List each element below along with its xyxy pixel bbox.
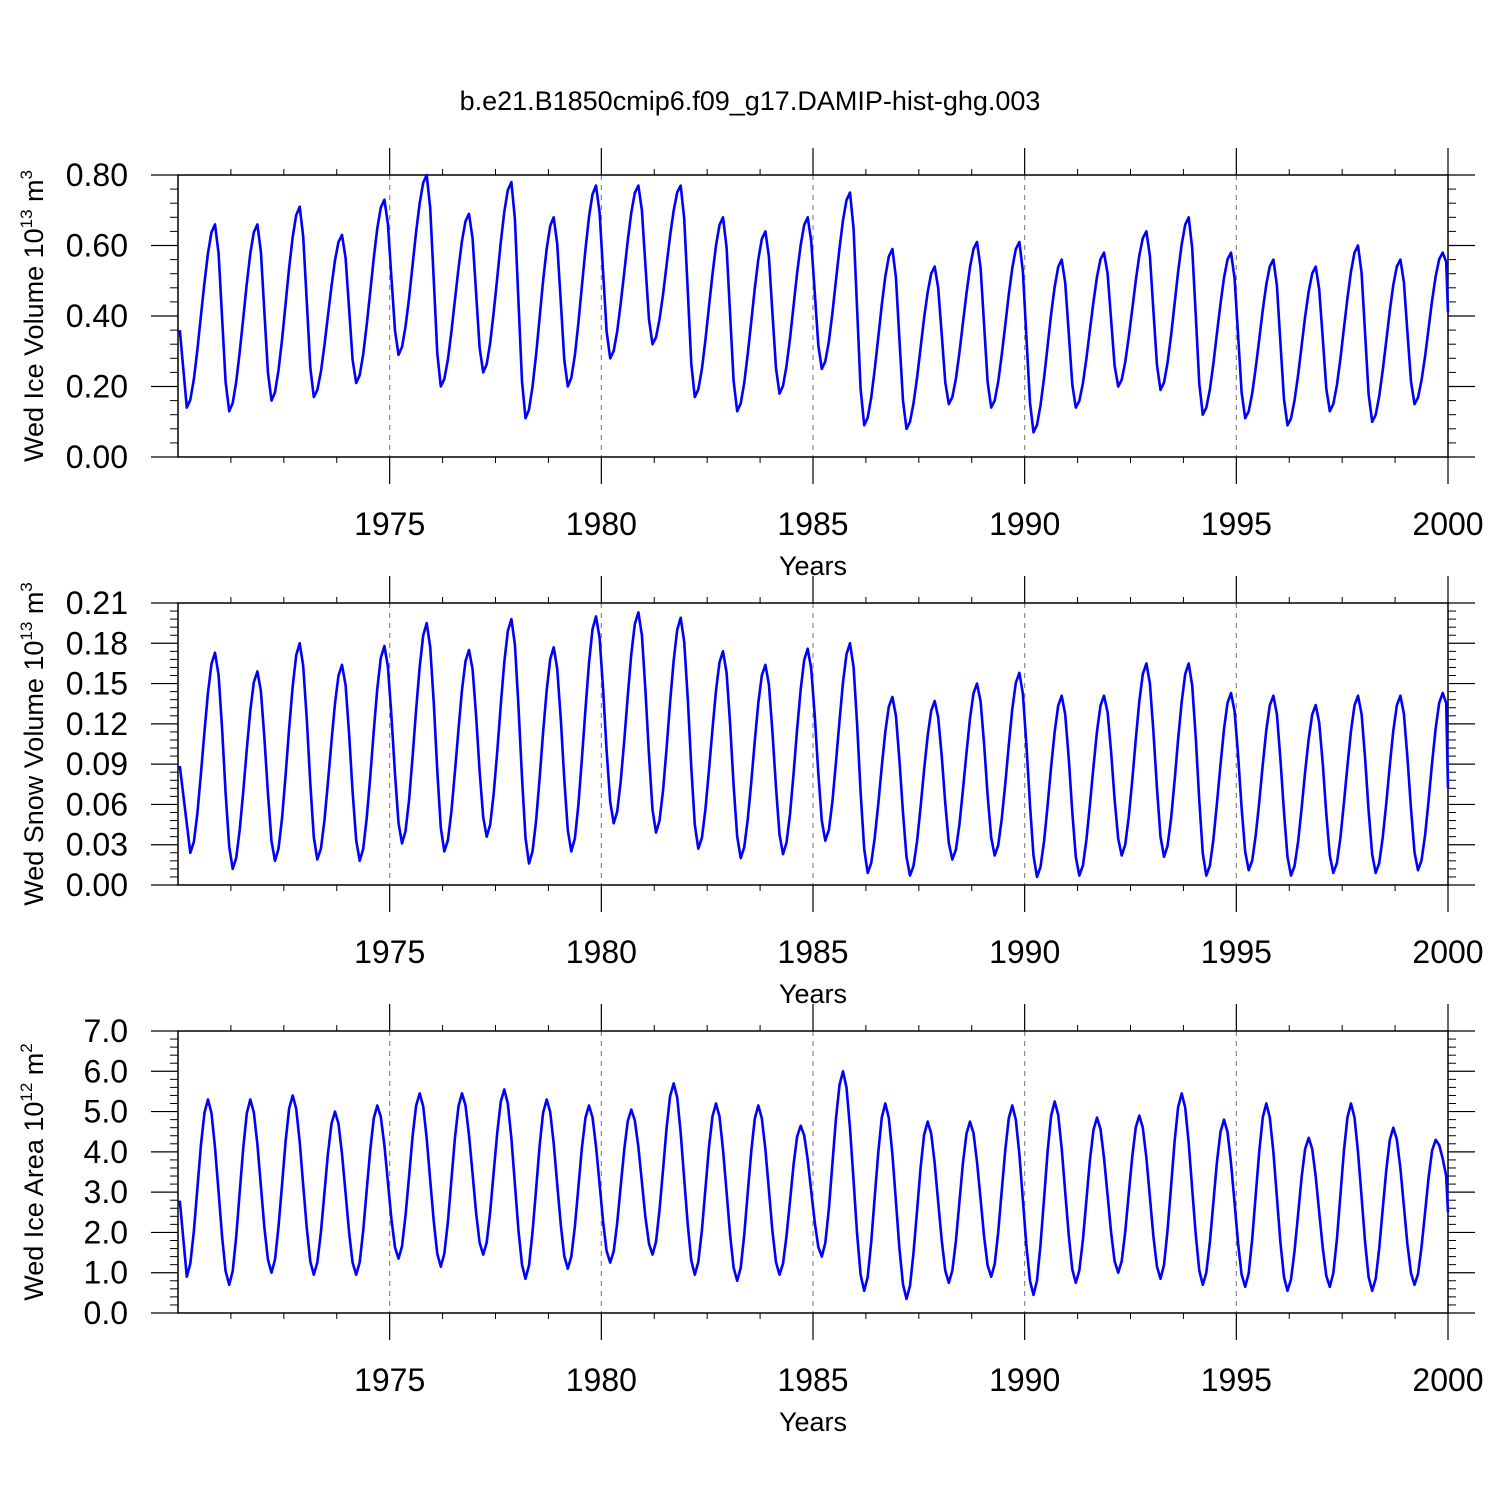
y-tick-label: 2.0 [84, 1214, 128, 1250]
y-tick-label: 0.21 [66, 585, 128, 621]
y-tick-label: 0.15 [66, 666, 128, 702]
y-tick-label: 0.20 [66, 369, 128, 405]
y-axis-label: Wed Ice Area 1012 m2 [17, 1043, 49, 1301]
x-tick-label-2000: 2000 [1412, 506, 1483, 542]
series-line-3 [178, 1070, 1450, 1301]
x-tick-label-1985: 1985 [777, 506, 848, 542]
x-tick-label-1980: 1980 [566, 506, 637, 542]
y-tick-label: 0.00 [66, 867, 128, 903]
y-tick-label: 0.0 [84, 1295, 128, 1331]
x-tick-label-1990: 1990 [989, 506, 1060, 542]
y-tick-label: 4.0 [84, 1134, 128, 1170]
x-tick-label-1995: 1995 [1201, 506, 1272, 542]
y-tick-label: 0.06 [66, 786, 128, 822]
x-tick-label-1990: 1990 [989, 1362, 1060, 1398]
y-tick-label: 1.0 [84, 1255, 128, 1291]
y-tick-label: 0.18 [66, 625, 128, 661]
y-tick-label: 7.0 [84, 1013, 128, 1049]
x-tick-label-1980: 1980 [566, 934, 637, 970]
y-tick-label: 5.0 [84, 1094, 128, 1130]
y-tick-label: 0.12 [66, 706, 128, 742]
y-tick-label: 0.40 [66, 298, 128, 334]
y-axis-label: Wed Ice Volume 1013 m3 [17, 170, 49, 462]
x-axis-label: Years [779, 1407, 847, 1437]
panel-1: 1975 1980 1985 1990 1995 2000 0.00 0.20 0.40 0.60… [17, 148, 1484, 581]
chart-title: b.e21.B1850cmip6.f09_g17.DAMIP-hist-ghg.… [460, 86, 1041, 116]
x-tick-label-1985: 1985 [777, 934, 848, 970]
x-tick-label-1975: 1975 [354, 1362, 425, 1398]
x-tick-label-1980: 1980 [566, 1362, 637, 1398]
x-tick-label-1995: 1995 [1201, 934, 1272, 970]
x-tick-label-1990: 1990 [989, 934, 1060, 970]
series-line-1 [178, 173, 1450, 434]
y-tick-label: 0.09 [66, 746, 128, 782]
x-tick-label-1985: 1985 [777, 1362, 848, 1398]
panel-2: 1975 1980 1985 1990 1995 2000 0.00 0.03 0.06 0.09… [17, 576, 1484, 1009]
x-tick-label-1975: 1975 [354, 506, 425, 542]
panel-3: 1975 1980 1985 1990 1995 2000 0.0 1.0 2.0 3.0 4.0 5… [17, 1004, 1484, 1437]
x-tick-label-1995: 1995 [1201, 1362, 1272, 1398]
y-tick-label: 6.0 [84, 1053, 128, 1089]
x-tick-label-1975: 1975 [354, 934, 425, 970]
plot-frame [177, 1030, 1449, 1314]
x-tick-label-2000: 2000 [1412, 934, 1483, 970]
y-tick-label: 0.00 [66, 439, 128, 475]
y-tick-label: 0.80 [66, 157, 128, 193]
y-tick-label: 0.60 [66, 228, 128, 264]
y-axis-label: Wed Snow Volume 1013 m3 [17, 582, 49, 906]
y-tick-label: 3.0 [84, 1174, 128, 1210]
y-tick-label: 0.03 [66, 827, 128, 863]
plot-frame [177, 174, 1449, 458]
series-line-2 [178, 611, 1450, 879]
x-tick-label-2000: 2000 [1412, 1362, 1483, 1398]
